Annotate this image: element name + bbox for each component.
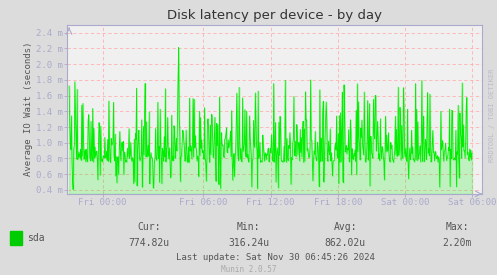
Text: 862.02u: 862.02u: [325, 238, 366, 248]
Text: 2.20m: 2.20m: [442, 238, 472, 248]
Text: Max:: Max:: [445, 222, 469, 232]
Text: 316.24u: 316.24u: [228, 238, 269, 248]
Text: sda: sda: [27, 233, 45, 243]
Title: Disk latency per device - by day: Disk latency per device - by day: [167, 9, 382, 22]
Text: Min:: Min:: [237, 222, 260, 232]
Text: Last update: Sat Nov 30 06:45:26 2024: Last update: Sat Nov 30 06:45:26 2024: [176, 253, 375, 262]
Text: Avg:: Avg:: [333, 222, 357, 232]
Text: 774.82u: 774.82u: [129, 238, 169, 248]
Text: RRDTOOL / TOBI OETIKER: RRDTOOL / TOBI OETIKER: [489, 69, 495, 162]
Text: Cur:: Cur:: [137, 222, 161, 232]
Y-axis label: Average IO Wait (seconds): Average IO Wait (seconds): [24, 42, 33, 177]
Text: Munin 2.0.57: Munin 2.0.57: [221, 265, 276, 274]
